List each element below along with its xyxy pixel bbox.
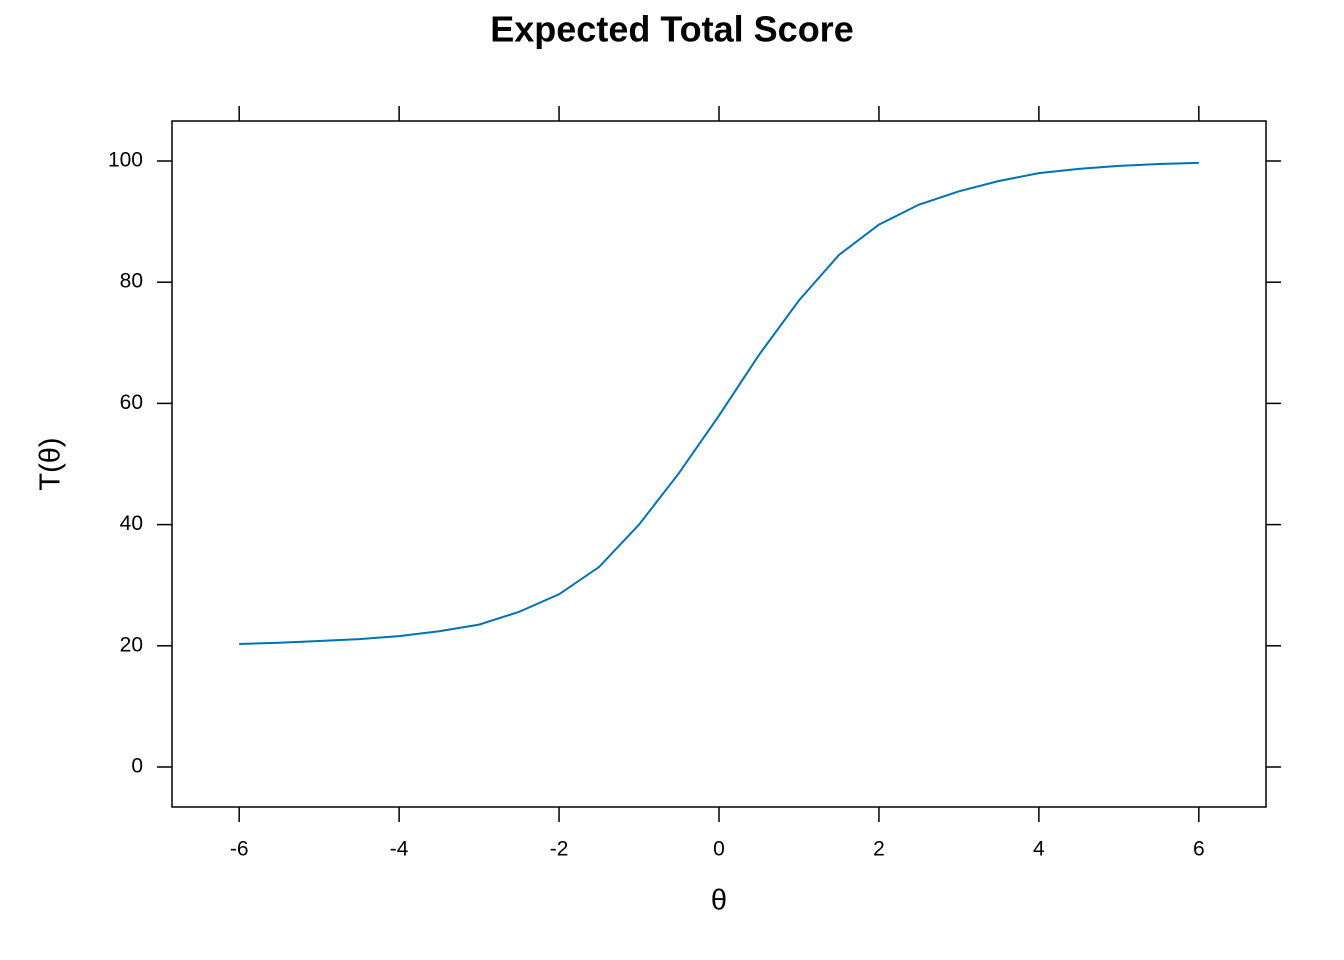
x-tick-label: 2 (873, 838, 885, 861)
y-tick-label: 100 (108, 149, 143, 172)
x-axis-label: θ (711, 885, 727, 917)
y-tick-label: 80 (120, 270, 143, 293)
y-axis-label: T(θ) (35, 437, 67, 490)
y-tick-label: 20 (120, 633, 143, 656)
y-tick-label: 40 (120, 512, 143, 535)
data-line (239, 161, 1199, 645)
chart-title: Expected Total Score (490, 9, 853, 50)
x-tick-label: -6 (230, 838, 249, 861)
x-tick-label: 6 (1193, 838, 1205, 861)
y-tick-label: 60 (120, 391, 143, 414)
y-tick-label: 0 (131, 755, 143, 778)
x-tick-label: 4 (1033, 838, 1045, 861)
x-tick-label: 0 (713, 838, 725, 861)
x-tick-label: -2 (550, 838, 569, 861)
x-tick-label: -4 (390, 838, 409, 861)
